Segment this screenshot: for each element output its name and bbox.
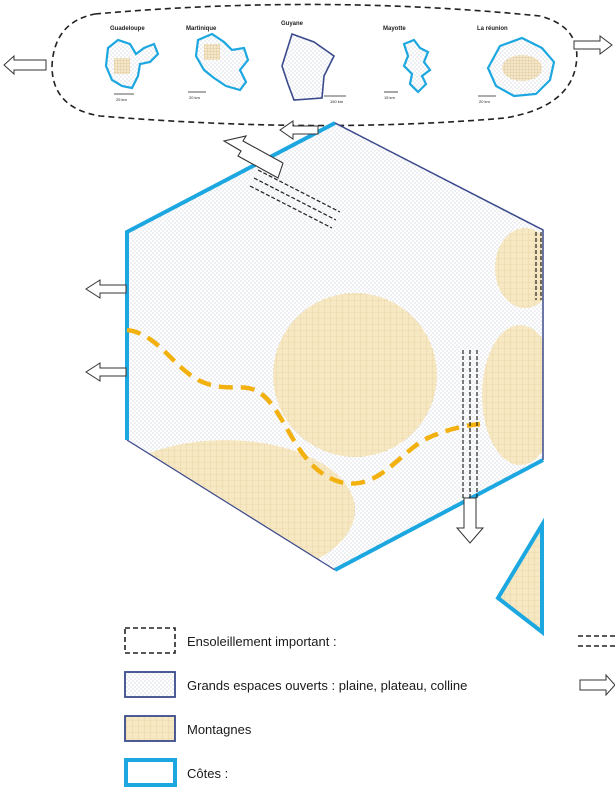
legend-item-mountains: Montagnes: [124, 715, 252, 742]
territory-la-reunion: La réunion 20 km: [477, 26, 556, 104]
guyane-shape: [281, 32, 336, 101]
territory-martinique: Martinique 20 km: [186, 26, 250, 100]
guadeloupe-shape: [104, 38, 160, 90]
legend-label-coasts: Côtes :: [187, 766, 228, 781]
dashed-route: [126, 327, 481, 486]
martinique-shape: [194, 32, 250, 92]
sunshine-track-east: [535, 232, 542, 300]
legend-label-sunshine: Ensoleillement important :: [187, 634, 337, 649]
territory-mayotte-name: Mayotte: [383, 26, 406, 32]
territory-guadeloupe-name: Guadeloupe: [110, 26, 145, 32]
legend-swatch-mountains: [124, 715, 176, 742]
guyane-scale: 150 km: [330, 99, 344, 104]
arrow-northwest-icon: [222, 135, 284, 179]
la-reunion-scale: 20 km: [479, 99, 491, 104]
arrow-west-1-icon: [85, 279, 127, 299]
legend-item-open-spaces: Grands espaces ouverts : plaine, plateau…: [124, 671, 467, 698]
arrow-west-2-icon: [85, 362, 127, 382]
legend-swatch-sunshine: [124, 627, 176, 654]
legend-dashed-lines-symbol: [578, 635, 615, 647]
right-arrow-icon: [573, 35, 613, 55]
guadeloupe-mountain: [114, 58, 130, 74]
legend-arrow-icon: [579, 673, 615, 697]
sunshine-track-north: [249, 169, 341, 229]
territory-mayotte: Mayotte 15 km: [383, 26, 432, 100]
legend-item-coasts: Côtes :: [124, 758, 228, 787]
martinique-scale: 20 km: [189, 95, 201, 100]
la-reunion-mountain: [502, 55, 542, 81]
mountain-central: [273, 293, 437, 457]
coast-southeast: [334, 458, 544, 572]
arrow-top-left-icon: [279, 120, 319, 140]
territories-dashed-outline: [51, 3, 578, 127]
legend-label-open-spaces: Grands espaces ouverts : plaine, plateau…: [187, 678, 467, 693]
arrow-south-icon: [455, 497, 485, 544]
territory-la-reunion-name: La réunion: [477, 26, 508, 32]
left-arrow-icon: [3, 54, 47, 76]
territory-martinique-name: Martinique: [186, 26, 217, 32]
legend-label-mountains: Montagnes: [187, 722, 252, 737]
legend-swatch-coasts: [124, 758, 177, 787]
overseas-territories: Guadeloupe 25 km Martinique 20 km Guyane…: [3, 3, 613, 127]
martinique-mountain: [204, 44, 220, 60]
mayotte-shape: [402, 38, 432, 94]
legend-swatch-open-spaces: [124, 671, 176, 698]
territory-guyane: Guyane 150 km: [281, 21, 346, 104]
guadeloupe-scale: 25 km: [116, 97, 128, 102]
sunshine-track-south: [462, 350, 478, 500]
legend-item-sunshine: Ensoleillement important :: [124, 627, 337, 654]
legend: Ensoleillement important : Grands espace…: [124, 627, 615, 787]
mountain-southwest: [127, 440, 355, 570]
territory-guyane-name: Guyane: [281, 21, 304, 27]
hexagon-map: [85, 120, 544, 572]
mayotte-scale: 15 km: [384, 95, 396, 100]
corsica-triangle: [495, 517, 544, 637]
mountain-east: [482, 325, 543, 465]
mountain-northeast: [495, 228, 543, 308]
hexagon-outline-south: [126, 439, 336, 571]
territory-guadeloupe: Guadeloupe 25 km: [104, 26, 160, 102]
